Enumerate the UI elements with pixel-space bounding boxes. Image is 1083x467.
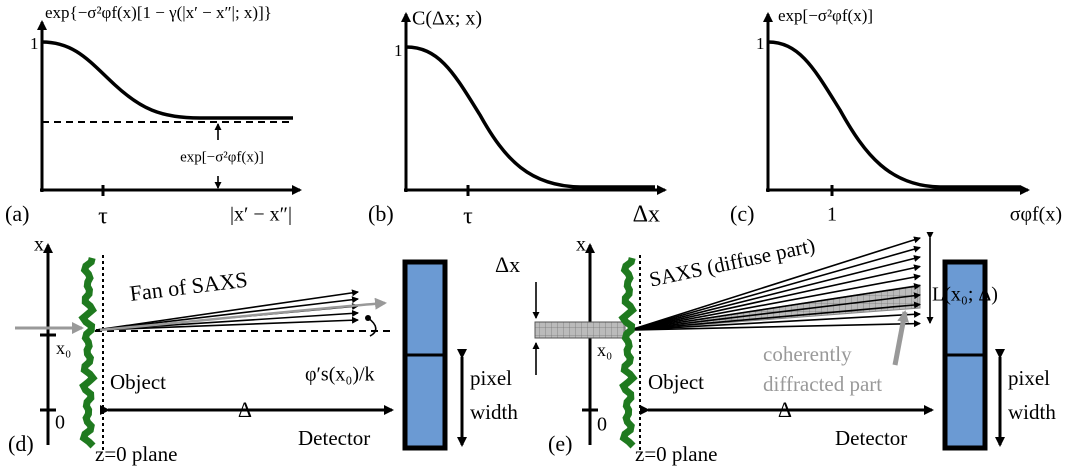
- object-d: [83, 258, 93, 446]
- label: τ: [98, 204, 108, 230]
- label: z=0 plane: [95, 442, 177, 466]
- label: |x′ − x″|: [230, 204, 292, 226]
- label: x: [34, 234, 44, 256]
- label: 0: [597, 414, 607, 436]
- label: (d): [8, 431, 34, 456]
- label: C(Δx; x): [412, 8, 482, 30]
- label: coherently: [763, 342, 852, 366]
- label: (c): [730, 201, 754, 226]
- label: x₀: [56, 338, 71, 358]
- label: Δ: [778, 397, 792, 422]
- label: φ′s(x₀)/k: [305, 364, 375, 386]
- label: τ: [463, 204, 473, 230]
- label: (e): [548, 431, 572, 456]
- label: pixel: [1008, 366, 1050, 390]
- label: σφf(x): [1010, 204, 1062, 226]
- label: pixel: [470, 366, 512, 390]
- label: exp{−σ²φf(x)[1 − γ(|x′ − x″|; x)]}: [45, 3, 272, 22]
- label: (a): [5, 201, 29, 226]
- label: Δx: [495, 252, 520, 277]
- label: 1: [394, 41, 403, 60]
- label: width: [470, 400, 518, 424]
- label: x₀: [597, 340, 612, 360]
- label: 1: [827, 204, 837, 226]
- label: SAXS (diffuse part): [647, 233, 817, 292]
- label: 1: [756, 34, 765, 53]
- label: Object: [110, 370, 166, 394]
- panel-a-axes: [40, 22, 300, 196]
- label: (b): [368, 201, 394, 226]
- label: 1: [30, 34, 39, 53]
- label: Detector: [298, 426, 370, 450]
- label: Object: [648, 370, 704, 394]
- object-e: [623, 258, 633, 446]
- panel-c-axes: [766, 14, 1028, 196]
- label: diffracted part: [763, 372, 882, 396]
- label: width: [1008, 400, 1056, 424]
- label: Δx: [633, 202, 660, 228]
- label: z=0 plane: [635, 442, 717, 466]
- label: exp[−σ²φf(x)]: [778, 6, 873, 25]
- figure: exp{−σ²φf(x)[1 − γ(|x′ − x″|; x)]} 1 exp[−…: [0, 0, 1083, 467]
- label: Fan of SAXS: [128, 267, 249, 306]
- label: exp[−σ²φf(x)]: [180, 149, 264, 165]
- label: x: [576, 234, 586, 256]
- label: L(x₀; Δ): [932, 284, 998, 306]
- label: Δ: [238, 397, 252, 422]
- label: Detector: [835, 426, 907, 450]
- label: 0: [55, 412, 65, 434]
- panel-b-axes: [404, 14, 665, 196]
